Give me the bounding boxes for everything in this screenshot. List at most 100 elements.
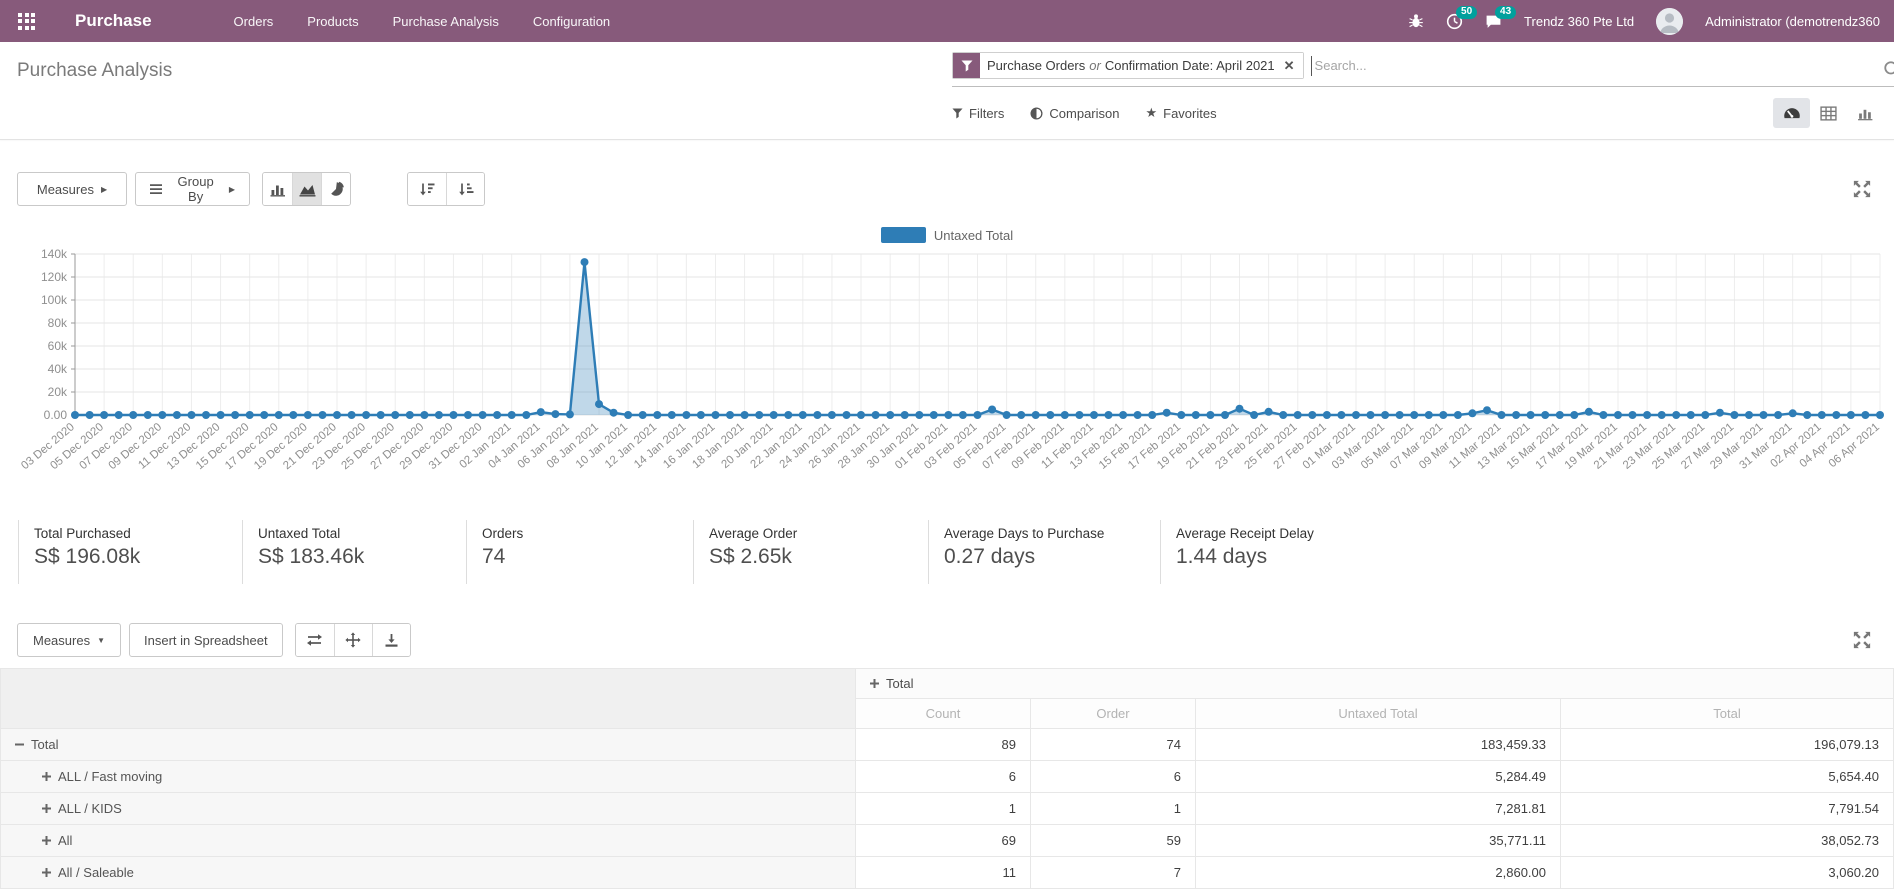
caret-right-icon: ▶	[228, 184, 235, 194]
pivot-cell: 89	[855, 728, 1031, 761]
pivot-cell: 2,860.00	[1195, 856, 1561, 889]
pivot-column-header[interactable]: Count	[855, 698, 1031, 729]
pivot-expand-fullscreen-icon[interactable]	[1852, 630, 1872, 650]
pivot-row-header[interactable]: ALL / Fast moving	[0, 760, 856, 793]
kpi-orders: Orders 74	[466, 520, 693, 584]
activities-badge: 50	[1456, 5, 1478, 19]
group-by-button[interactable]: Group By ▶	[135, 172, 250, 206]
pivot-row-header[interactable]: All	[0, 824, 856, 857]
pivot-cell: 7,281.81	[1195, 792, 1561, 825]
top-navbar: Purchase Orders Products Purchase Analysis…	[0, 0, 1894, 42]
pie-chart-type-button[interactable]	[321, 173, 350, 205]
pivot-measures-button[interactable]: Measures ▼	[17, 623, 121, 657]
company-name[interactable]: Trendz 360 Pte Ltd	[1524, 13, 1635, 29]
kpi-label: Average Receipt Delay	[1176, 526, 1314, 541]
pivot-actions-group	[294, 623, 411, 657]
avatar[interactable]	[1656, 7, 1684, 35]
pivot-table: Total Count Order Untaxed Total Total Total…	[0, 668, 1894, 889]
app-name[interactable]: Purchase	[75, 11, 152, 30]
plus-icon	[42, 772, 51, 781]
pivot-col-total-header[interactable]: Total	[855, 668, 1894, 699]
table-row: All / Saleable 11 7 2,860.00 3,060.20	[0, 856, 1894, 889]
view-dashboard-button[interactable]	[1773, 98, 1810, 128]
pivot-cell: 74	[1030, 728, 1196, 761]
kpi-label: Average Order	[709, 526, 798, 541]
measures-button[interactable]: Measures ▶	[17, 172, 127, 206]
pivot-column-header[interactable]: Total	[1560, 698, 1894, 729]
kpi-label: Orders	[482, 526, 524, 541]
pivot-cell: 183,459.33	[1195, 728, 1561, 761]
apps-menu-icon[interactable]	[18, 12, 35, 30]
svg-text:120k: 120k	[41, 270, 68, 284]
svg-text:80k: 80k	[48, 316, 68, 330]
line-chart-type-button[interactable]	[292, 173, 321, 205]
favorites-button[interactable]: ★ Favorites	[1145, 105, 1217, 121]
search-bar[interactable]: Purchase Orders or Confirmation Date: Ap…	[952, 52, 1894, 87]
user-menu[interactable]: Administrator (demotrendz360	[1705, 13, 1880, 29]
pivot-cell: 196,079.13	[1560, 728, 1894, 761]
svg-text:0.00: 0.00	[44, 408, 68, 422]
sort-ascending-button[interactable]	[446, 173, 484, 205]
kpi-label: Untaxed Total	[258, 526, 341, 541]
star-icon: ★	[1145, 105, 1158, 120]
pie-chart-icon	[331, 181, 344, 196]
pivot-column-header[interactable]: Order	[1030, 698, 1196, 729]
nav-menu-item-configuration[interactable]: Configuration	[532, 13, 611, 29]
pivot-grid-icon	[1820, 105, 1837, 121]
kpi-label: Total Purchased	[34, 526, 131, 541]
kpi-value: 74	[482, 545, 506, 568]
facet-remove-icon[interactable]: ✕	[1281, 53, 1303, 78]
insert-in-spreadsheet-button[interactable]: Insert in Spreadsheet	[129, 623, 283, 657]
pivot-cell: 1	[855, 792, 1031, 825]
download-icon	[385, 633, 398, 647]
expand-fullscreen-icon[interactable]	[1852, 179, 1872, 199]
expand-all-button[interactable]	[333, 624, 372, 656]
search-input[interactable]: Search...	[1314, 58, 1367, 73]
pivot-cell: 35,771.11	[1195, 824, 1561, 857]
minus-icon	[15, 743, 24, 746]
nav-menu-item-purchase-analysis[interactable]: Purchase Analysis	[392, 13, 499, 29]
bar-chart-type-button[interactable]	[263, 173, 292, 205]
caret-down-icon: ▼	[97, 635, 105, 645]
navbar-menu: Orders Products Purchase Analysis Configura…	[234, 14, 611, 29]
filters-button[interactable]: Filters	[952, 106, 1004, 121]
activities-icon[interactable]: 50	[1446, 5, 1478, 30]
kpi-label: Average Days to Purchase	[944, 526, 1105, 541]
pivot-cell: 59	[1030, 824, 1196, 857]
view-switcher	[1773, 98, 1884, 128]
pivot-cell: 5,284.49	[1195, 760, 1561, 793]
svg-text:140k: 140k	[41, 247, 68, 261]
messages-icon[interactable]: 43	[1485, 5, 1517, 30]
search-icon[interactable]	[1883, 60, 1894, 78]
download-xlsx-button[interactable]	[371, 624, 410, 656]
pivot-row-header[interactable]: ALL / KIDS	[0, 792, 856, 825]
kpi-value: 0.27 days	[944, 545, 1036, 568]
dashboard-chart-section: Measures ▶ Group By ▶	[0, 172, 1894, 514]
messages-badge: 43	[1495, 5, 1517, 19]
table-row: All 69 59 35,771.11 38,052.73	[0, 824, 1894, 857]
legend-label: Untaxed Total	[933, 227, 1014, 243]
control-panel: Purchase Analysis Purchase Orders or Con…	[0, 42, 1894, 140]
pivot-row-header[interactable]: Total	[0, 728, 856, 761]
view-graph-button[interactable]	[1847, 98, 1884, 128]
pivot-cell: 3,060.20	[1560, 856, 1894, 889]
pivot-cell: 6	[855, 760, 1031, 793]
flip-axis-button[interactable]	[295, 624, 334, 656]
nav-menu-item-orders[interactable]: Orders	[233, 13, 274, 29]
pivot-column-header[interactable]: Untaxed Total	[1195, 698, 1561, 729]
nav-menu-item-products[interactable]: Products	[307, 13, 359, 29]
view-pivot-button[interactable]	[1810, 98, 1847, 128]
pivot-cell: 1	[1030, 792, 1196, 825]
pivot-cell: 11	[855, 856, 1031, 889]
kpi-value: S$ 2.65k	[709, 545, 792, 568]
bug-icon[interactable]	[1408, 13, 1424, 29]
chart-legend[interactable]: Untaxed Total	[0, 226, 1894, 244]
pivot-cell: 5,654.40	[1560, 760, 1894, 793]
facet-label: Purchase Orders or Confirmation Date: Ap…	[980, 53, 1282, 78]
pivot-row-header[interactable]: All / Saleable	[0, 856, 856, 889]
svg-text:20k: 20k	[48, 385, 68, 399]
pivot-cell: 6	[1030, 760, 1196, 793]
sort-descending-button[interactable]	[408, 173, 446, 205]
comparison-button[interactable]: Comparison	[1030, 106, 1119, 121]
